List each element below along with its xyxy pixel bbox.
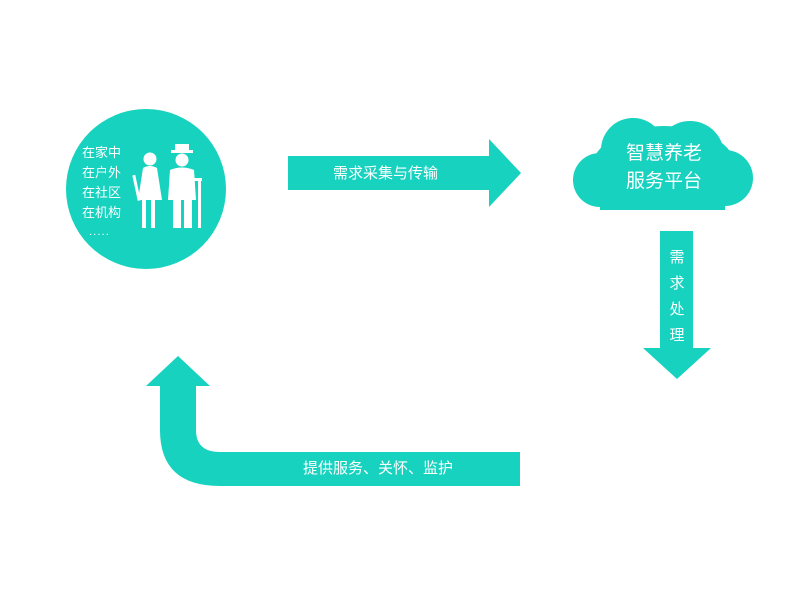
provide-arrow-label: 提供服务、关怀、监护 <box>303 458 453 478</box>
location-home: 在家中 <box>82 144 121 164</box>
process-char-2: 求 <box>664 270 690 296</box>
location-institution: 在机构 <box>82 204 121 224</box>
platform-title-line-2: 服务平台 <box>612 167 716 195</box>
process-char-4: 理 <box>664 322 690 348</box>
location-community: 在社区 <box>82 184 121 204</box>
process-arrow-label: 需 求 处 理 <box>664 244 690 348</box>
process-char-1: 需 <box>664 244 690 270</box>
platform-title-line-1: 智慧养老 <box>612 139 716 167</box>
process-char-3: 处 <box>664 296 690 322</box>
platform-title: 智慧养老 服务平台 <box>612 139 716 195</box>
collect-arrow-label: 需求采集与传输 <box>333 163 438 183</box>
location-outdoor: 在户外 <box>82 164 121 184</box>
location-ellipsis: ..... <box>89 227 110 239</box>
user-location-list: 在家中 在户外 在社区 在机构 <box>82 144 121 224</box>
